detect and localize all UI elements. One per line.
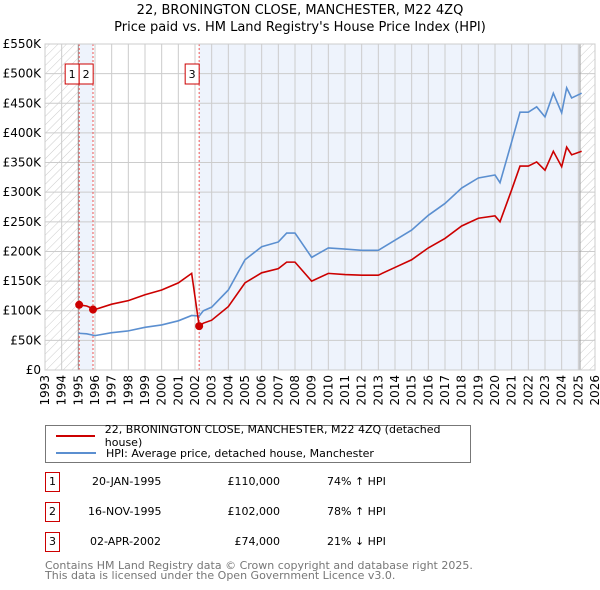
x-tick-label: 1998 [121,375,135,406]
transaction-row: 1 20-JAN-1995 £110,000 74% ↑ HPI [45,472,465,492]
transaction-hpi: 21% ↓ HPI [327,535,386,548]
y-tick-label: £500K [3,67,43,81]
property-price-line [78,145,582,328]
transaction-row: 3 02-APR-2002 £74,000 21% ↓ HPI [45,532,465,552]
sale-period-shade [199,44,580,370]
sale-label: 1 [69,68,76,81]
y-tick-label: £250K [3,215,43,229]
legend: 22, BRONINGTON CLOSE, MANCHESTER, M22 4Z… [45,423,471,463]
x-tick-label: 2022 [521,375,535,406]
x-tick-label: 2001 [171,375,185,406]
legend-label: HPI: Average price, detached house, Manc… [106,446,374,460]
y-tick-label: £100K [3,304,43,318]
sale-point [195,322,204,331]
x-tick-label: 2003 [205,375,219,406]
price-chart: £0 £50K £100K £150K £200K £250K £300K £350K £400… [3,37,600,406]
y-tick-label: £0 [26,363,41,377]
x-tick-label: 2002 [188,375,202,406]
y-tick-label: £50K [10,333,42,347]
legend-label: 22, BRONINGTON CLOSE, MANCHESTER, M22 4Z… [104,423,441,449]
transaction-price: £74,000 [234,535,281,548]
sale-point [75,300,84,309]
legend-swatch-red [56,435,95,437]
x-tick-label: 2014 [388,375,402,406]
x-tick-label: 2020 [488,375,502,406]
sale-label: 3 [189,68,196,81]
y-tick-label: £400K [3,126,43,140]
transaction-date: 20-JAN-1995 [92,475,162,488]
y-tick-label: £150K [3,274,43,288]
transaction-hpi: 78% ↑ HPI [327,505,386,518]
x-tick-label: 2004 [221,375,235,406]
x-tick-label: 2013 [371,375,385,406]
x-tick-label: 2009 [305,375,319,406]
x-tick-label: 2021 [505,375,519,406]
x-tick-label: 2005 [238,375,252,406]
transaction-price: £102,000 [227,505,281,518]
transaction-date: 02-APR-2002 [90,535,162,548]
x-tick-label: 1997 [105,375,119,406]
transaction-number: 3 [45,532,60,552]
legend-swatch-blue [56,452,96,454]
x-tick-label: 2018 [455,375,469,406]
footer-licence: This data is licensed under the Open Gov… [45,569,396,582]
hpi-line [78,85,583,337]
x-tick-label: 2010 [321,375,335,406]
legend-item-property: 22, BRONINGTON CLOSE, MANCHESTER, M22 4Z… [56,423,470,449]
x-tick-label: 2023 [538,375,552,406]
x-tick-label: 1995 [71,375,85,406]
x-tick-label: 2006 [255,375,269,406]
y-tick-label: £300K [3,185,43,199]
y-tick-label: £550K [3,37,43,51]
legend-item-hpi: HPI: Average price, detached house, Manc… [56,445,374,461]
y-tick-label: £350K [3,156,43,170]
chart-subtitle: Price paid vs. HM Land Registry's House … [114,20,486,35]
x-tick-label: 2024 [555,375,569,406]
x-tick-label: 2000 [155,375,169,406]
sale-label: 2 [83,68,90,81]
transaction-number: 1 [45,472,60,492]
x-tick-label: 1999 [138,375,152,406]
transaction-price: £110,000 [227,475,281,488]
sale-point [89,305,97,314]
plot-frame [44,43,596,371]
x-tick-label: 2012 [355,375,369,406]
sale-label-box [184,63,200,85]
x-tick-label: 2026 [588,375,600,406]
x-tick-label: 2008 [288,375,302,406]
x-tick-label: 2015 [405,375,419,406]
chart-title: 22, BRONINGTON CLOSE, MANCHESTER, M22 4Z… [136,3,464,18]
transaction-date: 16-NOV-1995 [88,505,162,518]
transaction-number: 2 [45,502,60,522]
no-data-hatch [580,44,595,370]
x-tick-label: 2011 [338,375,352,406]
footer-copyright: Contains HM Land Registry data © Crown c… [45,559,473,572]
transaction-row: 2 16-NOV-1995 £102,000 78% ↑ HPI [45,502,465,522]
y-tick-label: £200K [3,244,43,258]
x-tick-label: 2007 [271,375,285,406]
x-tick-label: 1996 [88,375,102,406]
x-tick-label: 1993 [38,375,52,406]
sale-period-shade [79,44,93,370]
x-tick-label: 1994 [55,375,69,406]
x-tick-label: 2025 [571,375,585,406]
x-tick-label: 2016 [421,375,435,406]
x-tick-label: 2019 [471,375,485,406]
y-tick-label: £450K [3,96,43,110]
transaction-hpi: 74% ↑ HPI [327,475,386,488]
sale-label-box [78,63,94,85]
x-tick-label: 2017 [438,375,452,406]
